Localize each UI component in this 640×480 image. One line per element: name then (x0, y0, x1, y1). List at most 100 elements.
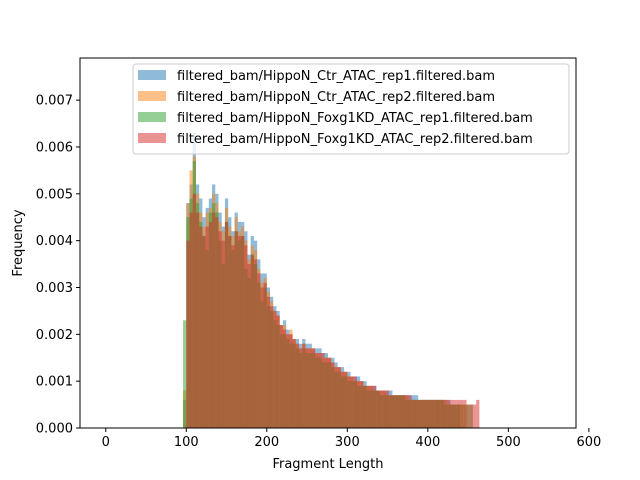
series-4-bar (376, 390, 380, 428)
series-4-bar (456, 399, 461, 428)
legend-label: filtered_bam/HippoN_Foxg1KD_ATAC_rep2.fi… (177, 132, 533, 147)
series-4-bar (453, 399, 457, 428)
legend-swatch (138, 70, 166, 80)
series-4-bar (431, 399, 435, 428)
y-tick-label: 0.007 (36, 94, 73, 109)
series-4-bar (318, 353, 322, 428)
series-4-bar (228, 235, 232, 428)
series-4-bar (469, 404, 473, 428)
series-4-bar (427, 399, 432, 428)
x-tick-label: 100 (174, 435, 199, 450)
series-4-bar (186, 240, 190, 428)
series-4-bar (350, 376, 354, 428)
series-4-bar (263, 282, 267, 428)
series-4-bar (299, 348, 303, 428)
histogram-bars (183, 132, 480, 429)
y-tick-label: 0.004 (36, 234, 73, 249)
series-4-bar (321, 353, 325, 428)
series-4-bar (414, 399, 419, 428)
series-4-bar (434, 399, 438, 428)
series-4-bar (241, 235, 245, 428)
series-4-bar (395, 395, 399, 428)
legend-swatch (138, 91, 166, 101)
series-4-bar (466, 404, 470, 428)
series-4-bar (447, 399, 451, 428)
legend-swatch (138, 133, 166, 143)
series-4-bar (212, 212, 216, 428)
series-4-bar (382, 390, 386, 428)
series-4-bar (289, 334, 293, 428)
series-4-bar (369, 385, 374, 428)
series-3-bar (183, 320, 187, 428)
series-4-bar (202, 235, 206, 428)
series-4-bar (273, 310, 277, 428)
series-4-bar (334, 367, 338, 428)
series-4-bar (324, 357, 328, 428)
series-4-bar (437, 399, 441, 428)
legend-label: filtered_bam/HippoN_Ctr_ATAC_rep2.filter… (177, 90, 495, 105)
y-tick-label: 0.002 (36, 328, 73, 343)
series-4-bar (421, 399, 425, 428)
series-4-bar (205, 226, 209, 428)
series-4-bar (270, 306, 274, 428)
series-4-bar (443, 399, 448, 428)
series-4-bar (405, 395, 409, 428)
series-4-bar (208, 221, 213, 428)
x-axis-ticks: 0 100 200 300 400 500 600 (102, 428, 601, 450)
legend: filtered_bam/HippoN_Ctr_ATAC_rep1.filter… (132, 63, 570, 155)
series-4-bar (379, 390, 383, 428)
series-4-bar (347, 376, 351, 428)
series-4-bar (328, 357, 332, 428)
series-4-bar (282, 329, 287, 428)
series-4-bar (331, 362, 335, 428)
series-4-bar (337, 367, 341, 428)
x-tick-label: 0 (102, 435, 110, 450)
y-tick-label: 0.001 (36, 375, 73, 390)
x-tick-label: 600 (576, 435, 601, 450)
x-axis-label: Fragment Length (272, 457, 383, 472)
series-4-bar (260, 287, 264, 428)
series-4-bar (472, 404, 477, 428)
series-4-bar (247, 264, 251, 428)
series-4-bar (305, 348, 309, 428)
legend-label: filtered_bam/HippoN_Ctr_ATAC_rep1.filter… (177, 69, 495, 84)
series-4-bar (218, 231, 222, 428)
series-4-bar (360, 381, 364, 428)
y-tick-label: 0.005 (36, 187, 73, 202)
series-4-bar (308, 348, 312, 428)
series-4-bar (344, 371, 348, 428)
series-4-bar (257, 273, 261, 428)
series-4-bar (340, 371, 345, 428)
legend-label: filtered_bam/HippoN_Foxg1KD_ATAC_rep1.fi… (177, 111, 533, 126)
series-4-bar (215, 217, 219, 428)
series-4-bar (250, 254, 254, 428)
series-4-bar (237, 235, 242, 428)
series-4-bar (373, 385, 377, 428)
series-4-bar (418, 399, 422, 428)
series-4-bar (424, 399, 428, 428)
series-4-bar (286, 334, 290, 428)
y-tick-label: 0.003 (36, 281, 73, 296)
series-4-bar (385, 390, 390, 428)
series-4-bar (253, 259, 258, 428)
series-4-bar (356, 381, 361, 428)
series-4-bar (234, 231, 238, 428)
legend-swatch (138, 112, 166, 122)
series-4-bar (408, 395, 412, 428)
series-4-bar (192, 193, 196, 428)
legend-frame (132, 63, 570, 155)
y-tick-label: 0.000 (36, 422, 73, 437)
x-tick-label: 300 (335, 435, 360, 450)
series-4-bar (463, 399, 467, 428)
series-4-bar (366, 385, 370, 428)
series-4-bar (221, 240, 225, 428)
series-4-bar (402, 395, 406, 428)
series-4-bar (266, 296, 271, 428)
series-4-bar (231, 245, 235, 428)
series-4-bar (279, 324, 283, 428)
series-4-bar (224, 221, 229, 428)
series-4-bar (392, 395, 396, 428)
x-tick-label: 500 (496, 435, 521, 450)
series-4-bar (244, 245, 248, 428)
